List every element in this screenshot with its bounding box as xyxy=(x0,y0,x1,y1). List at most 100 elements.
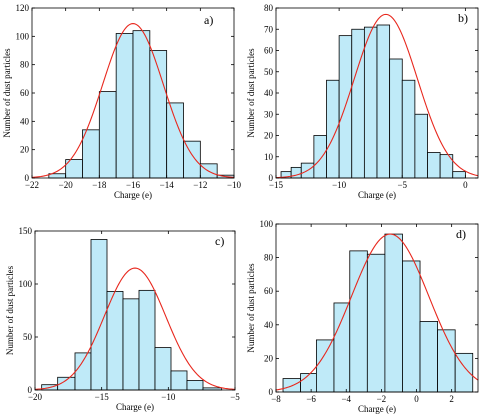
y-tick-label: 10 xyxy=(264,152,274,162)
y-tick-label: 0 xyxy=(269,173,274,183)
y-tick-label: 0 xyxy=(28,385,33,395)
histogram-bar xyxy=(366,253,386,393)
histogram-bar xyxy=(138,289,156,391)
x-axis-label: Charge (e) xyxy=(358,404,396,414)
histogram-bar xyxy=(82,129,100,179)
x-tick-label: −5 xyxy=(397,180,407,190)
x-tick-label: −10 xyxy=(161,392,176,402)
x-tick-label: −15 xyxy=(95,392,110,402)
plot-frame xyxy=(275,223,479,393)
y-tick-label: 0 xyxy=(269,387,274,397)
x-tick-label: −6 xyxy=(306,394,316,404)
y-axis-label: Number of dust particles xyxy=(246,48,256,138)
y-tick-label: 150 xyxy=(19,226,33,236)
histogram-bar xyxy=(389,58,403,179)
y-tick-label: 30 xyxy=(264,109,274,119)
panel-label: d) xyxy=(456,227,466,241)
histogram-bar xyxy=(427,152,441,179)
x-tick-label: −14 xyxy=(160,180,175,190)
y-axis-label: Number of dust particles xyxy=(5,265,15,355)
histogram-bar xyxy=(419,321,438,393)
y-tick-label: 50 xyxy=(23,332,33,342)
histogram-bar xyxy=(186,380,204,391)
gaussian-fit-line xyxy=(34,267,236,390)
x-tick-label: −5 xyxy=(230,392,240,402)
y-tick-label: 40 xyxy=(20,116,30,126)
panel-label: a) xyxy=(204,13,213,27)
x-axis-label: Charge (e) xyxy=(358,190,396,200)
y-tick-label: 80 xyxy=(20,60,30,70)
histogram-bar xyxy=(351,28,365,179)
histogram-bar xyxy=(300,373,317,393)
x-tick-label: 2 xyxy=(449,394,454,404)
histogram-bar xyxy=(166,102,184,179)
y-tick-label: 50 xyxy=(264,67,274,77)
histogram-bar xyxy=(115,33,134,179)
histogram-bar xyxy=(183,140,201,179)
x-tick-label: −10 xyxy=(227,180,242,190)
histogram-bar xyxy=(132,30,151,179)
histogram-bar xyxy=(333,302,351,393)
x-axis-label: Charge (e) xyxy=(114,190,152,200)
chart-panel-b: −15 −10 −5 0 0 10 20 30 40 50 60 70 80 Charge (e) Numb… xyxy=(246,3,479,200)
x-tick-label: −18 xyxy=(92,180,107,190)
gaussian-fit-line xyxy=(31,23,235,178)
y-tick-label: 60 xyxy=(20,88,30,98)
histogram-bar xyxy=(376,24,391,179)
y-tick-label: 60 xyxy=(264,286,274,296)
x-tick-label: −8 xyxy=(271,394,281,404)
chart-panel-a: −22 −20 −18 −16 −14 −12 −10 0 20 40 60 80 100 120 Char… xyxy=(2,3,242,200)
y-tick-label: 20 xyxy=(264,353,274,363)
x-tick-label: −16 xyxy=(126,180,141,190)
gaussian-fit-line xyxy=(275,13,479,179)
y-tick-label: 120 xyxy=(16,3,30,13)
y-tick-label: 40 xyxy=(264,320,274,330)
histogram-bar xyxy=(98,91,117,179)
histogram-bar xyxy=(74,352,92,391)
histogram-bar xyxy=(384,233,403,393)
y-tick-label: 70 xyxy=(264,24,274,34)
histogram-bar xyxy=(401,79,416,179)
histogram-bar xyxy=(106,291,124,391)
x-axis-label: Charge (e) xyxy=(116,402,154,412)
x-tick-label: 0 xyxy=(414,394,419,404)
panel-label: b) xyxy=(458,11,468,25)
y-tick-label: 100 xyxy=(16,31,30,41)
y-tick-label: 80 xyxy=(264,3,274,13)
y-tick-label: 0 xyxy=(25,173,30,183)
histogram-bar xyxy=(349,250,368,393)
x-tick-label: −20 xyxy=(28,392,43,402)
x-tick-label: −10 xyxy=(332,180,347,190)
histogram-bar xyxy=(313,135,327,179)
y-tick-label: 20 xyxy=(264,131,274,141)
histogram-bar xyxy=(452,171,466,179)
histogram-bar xyxy=(437,329,456,393)
x-tick-label: −15 xyxy=(269,180,284,190)
histogram-bar xyxy=(122,298,140,391)
histogram-bar xyxy=(414,113,428,179)
histogram-bar xyxy=(315,339,335,393)
x-tick-label: −20 xyxy=(59,180,74,190)
plot-frame xyxy=(34,230,236,391)
gaussian-fit-line xyxy=(275,233,479,391)
y-axis-label: Number of dust particles xyxy=(2,48,12,138)
y-tick-label: 20 xyxy=(20,145,30,155)
x-tick-label: −4 xyxy=(341,394,351,404)
y-tick-label: 100 xyxy=(260,219,274,229)
y-axis-label: Number of dust particles xyxy=(246,263,256,353)
chart-panel-c: −20 −15 −10 −5 0 50 100 150 Charge (e) Number of … xyxy=(5,226,240,412)
y-tick-label: 40 xyxy=(264,88,274,98)
x-tick-label: −22 xyxy=(25,180,39,190)
histogram-bar xyxy=(363,26,378,179)
x-tick-label: −12 xyxy=(193,180,207,190)
histogram-bar xyxy=(170,370,188,391)
x-tick-label: 0 xyxy=(463,180,468,190)
panel-label: c) xyxy=(215,234,224,248)
histogram-bar xyxy=(154,347,172,391)
x-tick-label: −2 xyxy=(377,394,387,404)
histogram-bar xyxy=(402,260,421,393)
y-tick-label: 100 xyxy=(19,279,33,289)
y-tick-label: 80 xyxy=(264,253,274,263)
